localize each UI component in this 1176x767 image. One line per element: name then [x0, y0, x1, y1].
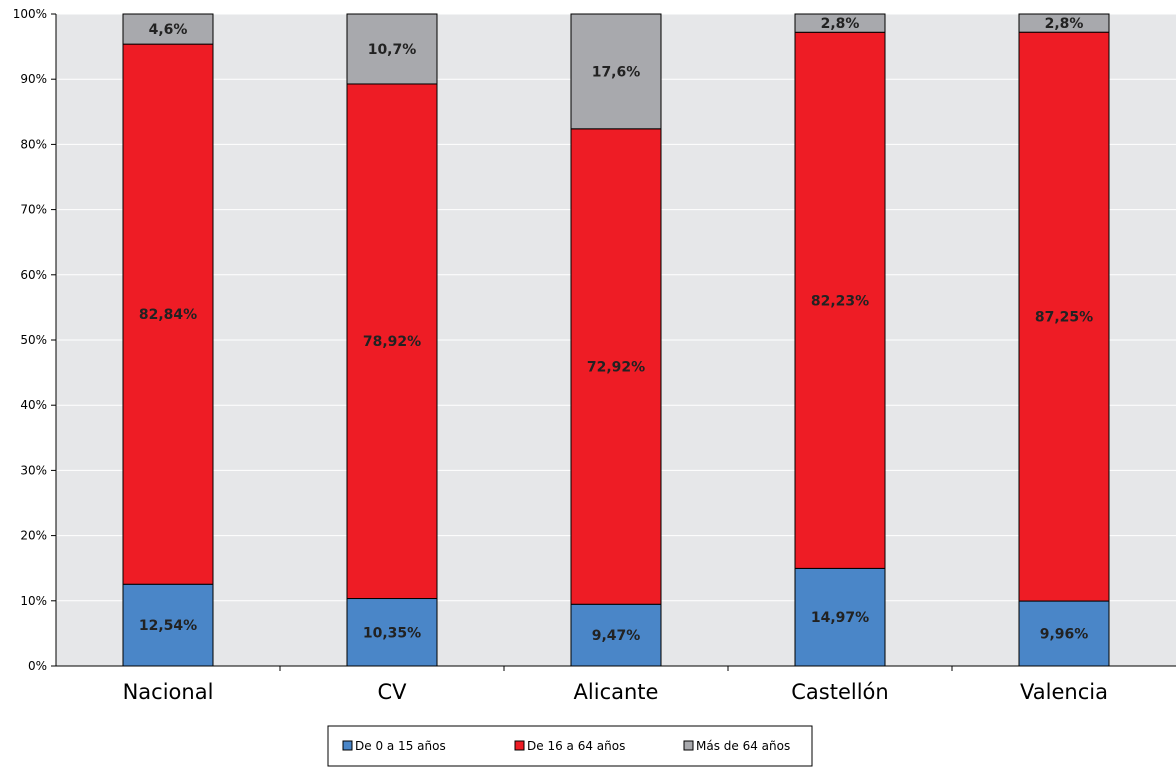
- y-tick-label: 60%: [20, 268, 47, 282]
- y-axis: 0% 10% 20% 30% 40% 50% 60% 70% 80% 90% 100%: [13, 7, 57, 673]
- data-label: 72,92%: [587, 360, 645, 376]
- data-label: 10,7%: [368, 42, 417, 58]
- legend-label: Más de 64 años: [696, 739, 790, 753]
- legend-swatch: [342, 740, 353, 751]
- data-label: 2,8%: [821, 16, 860, 32]
- data-label: 12,54%: [139, 618, 197, 634]
- data-label: 87,25%: [1035, 310, 1093, 326]
- data-label: 9,96%: [1040, 627, 1089, 643]
- data-label: 4,6%: [149, 22, 188, 38]
- bar-segment: [794, 13, 886, 33]
- bar-segment: [122, 583, 214, 667]
- y-tick-label: 10%: [20, 594, 47, 608]
- bar-segment: [794, 31, 886, 569]
- y-tick-label: 70%: [20, 203, 47, 217]
- bar-segment: [1018, 600, 1110, 667]
- data-label: 78,92%: [363, 334, 421, 350]
- y-tick-label: 0%: [28, 659, 47, 673]
- legend: De 0 a 15 años De 16 a 64 años Más de 64 a…: [327, 725, 813, 767]
- legend-box: [327, 725, 813, 767]
- data-label: 17,6%: [592, 64, 641, 80]
- x-tick-label: CV: [377, 680, 407, 704]
- y-tick-label: 80%: [20, 137, 47, 151]
- x-tick-label: Alicante: [574, 680, 659, 704]
- legend-label: De 0 a 15 años: [355, 739, 446, 753]
- bar-segment: [1018, 31, 1110, 602]
- data-label: 10,35%: [363, 625, 421, 641]
- bar-segment: [1018, 13, 1110, 33]
- y-tick-label: 50%: [20, 333, 47, 347]
- data-label: 82,84%: [139, 307, 197, 323]
- y-tick-label: 20%: [20, 529, 47, 543]
- y-tick-label: 30%: [20, 463, 47, 477]
- x-tick-label: Nacional: [123, 680, 214, 704]
- legend-swatch: [514, 740, 525, 751]
- data-label: 82,23%: [811, 293, 869, 309]
- y-tick-label: 100%: [13, 7, 47, 21]
- data-label: 2,8%: [1045, 16, 1084, 32]
- bar-segment: [570, 128, 662, 605]
- bar-segment: [346, 13, 438, 85]
- x-tick-label: Castellón: [791, 680, 888, 704]
- bar-segment: [570, 13, 662, 130]
- bar-segment: [794, 567, 886, 667]
- data-labels: 12,54% 82,84% 4,6% 10,35% 78,92% 10,7% 9,47% 72…: [139, 16, 1093, 644]
- x-tick-label: Valencia: [1020, 680, 1108, 704]
- bars: [122, 13, 1110, 667]
- bar-segment: [346, 83, 438, 600]
- legend-swatch: [683, 740, 694, 751]
- y-tick-label: 40%: [20, 398, 47, 412]
- x-axis: Nacional CV Alicante Castellón Valencia: [56, 665, 1176, 704]
- data-label: 9,47%: [592, 628, 641, 644]
- bar-segment: [570, 603, 662, 667]
- data-label: 14,97%: [811, 610, 869, 626]
- bar-segment: [122, 43, 214, 585]
- bar-segment: [122, 13, 214, 45]
- legend-label: De 16 a 64 años: [527, 739, 625, 753]
- y-tick-label: 90%: [20, 72, 47, 86]
